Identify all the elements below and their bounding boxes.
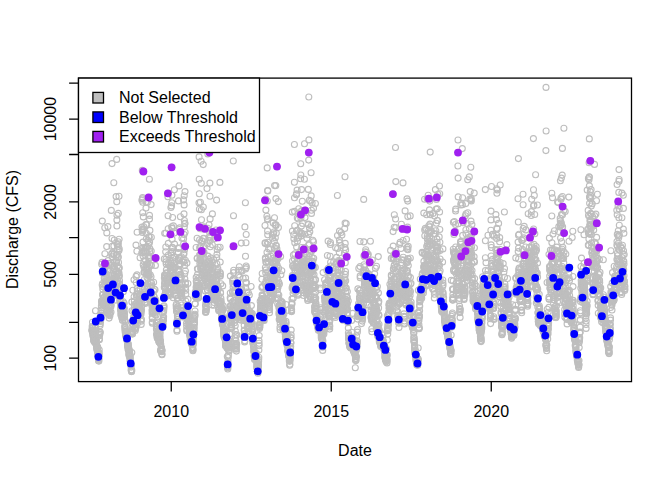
svg-text:2000: 2000 bbox=[42, 184, 59, 220]
svg-text:2015: 2015 bbox=[313, 403, 349, 420]
svg-text:2010: 2010 bbox=[153, 403, 189, 420]
svg-text:100: 100 bbox=[42, 345, 59, 372]
svg-text:Below Threshold: Below Threshold bbox=[119, 109, 238, 126]
svg-text:Not Selected: Not Selected bbox=[119, 89, 211, 106]
svg-text:Discharge (CFS): Discharge (CFS) bbox=[4, 170, 21, 289]
svg-text:500: 500 bbox=[42, 261, 59, 288]
svg-text:Date: Date bbox=[338, 442, 372, 459]
svg-text:10000: 10000 bbox=[42, 97, 59, 142]
svg-text:2020: 2020 bbox=[473, 403, 509, 420]
svg-text:Exceeds Threshold: Exceeds Threshold bbox=[119, 128, 256, 145]
